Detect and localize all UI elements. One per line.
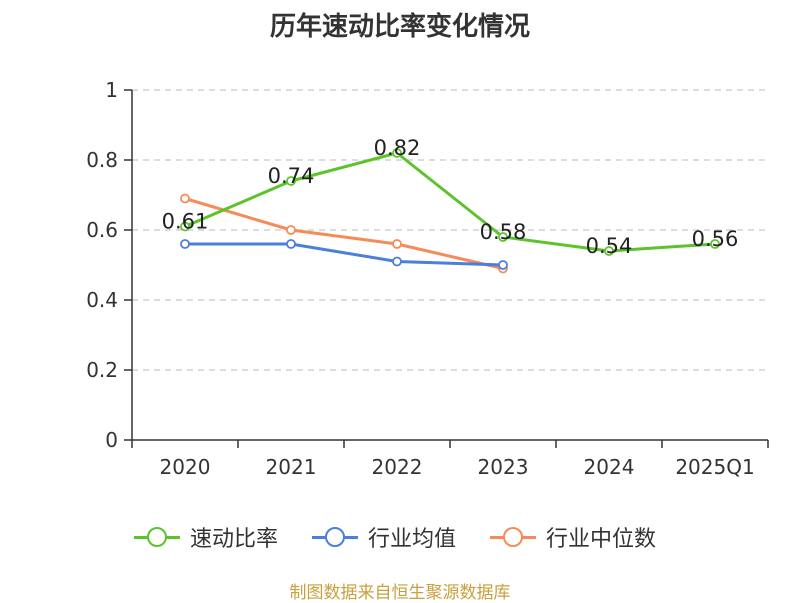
x-tick-label: 2020 [160,455,211,479]
source-note: 制图数据来自恒生聚源数据库 [289,583,511,603]
y-tick-label: 0.4 [86,288,118,312]
y-tick-label: 0.6 [86,218,118,242]
legend-item-industry-mean[interactable]: 行业均值 [312,520,456,554]
legend-item-quick-ratio[interactable]: 速动比率 [134,520,278,554]
data-point [498,232,508,242]
series-line [184,151,716,253]
legend-marker-icon [312,526,358,547]
data-point [286,225,296,235]
x-tick-label: 2023 [478,455,529,479]
series-line [184,197,504,270]
data-point [180,193,190,204]
legend-label: 速动比率 [190,527,279,552]
data-point [180,221,190,232]
data-label: 0.82 [374,136,421,160]
legend-marker-icon [490,526,536,547]
data-point [392,239,402,249]
x-tick-label: 2025Q1 [675,455,754,479]
data-point [604,246,614,256]
data-point [710,239,720,249]
data-point [392,148,402,158]
legend-marker-icon [134,526,180,547]
series-line [185,242,504,267]
y-tick-label: 0.8 [86,148,118,172]
data-label: 0.74 [268,164,315,188]
data-point [180,239,190,249]
data-point [392,256,402,267]
y-tick-label: 0 [105,428,118,452]
x-tick-label: 2024 [584,455,635,479]
data-point [286,176,296,186]
data-label: 0.61 [162,210,209,234]
y-tick-label: 0.2 [86,358,118,382]
legend-item-industry-median[interactable]: 行业中位数 [490,520,656,554]
data-label: 0.58 [480,220,527,244]
chart-title: 历年速动比率变化情况 [269,12,530,42]
data-label: 0.56 [692,227,739,251]
x-tick-label: 2022 [372,455,423,479]
data-point [286,239,296,249]
x-tick-label: 2021 [266,455,317,479]
data-label: 0.54 [586,234,633,258]
legend-label: 行业均值 [368,527,457,552]
legend-label: 行业中位数 [546,527,657,552]
y-tick-label: 1 [105,78,118,102]
legend: 速动比率 行业均值 行业中位数 [0,520,800,554]
data-point [498,260,508,270]
